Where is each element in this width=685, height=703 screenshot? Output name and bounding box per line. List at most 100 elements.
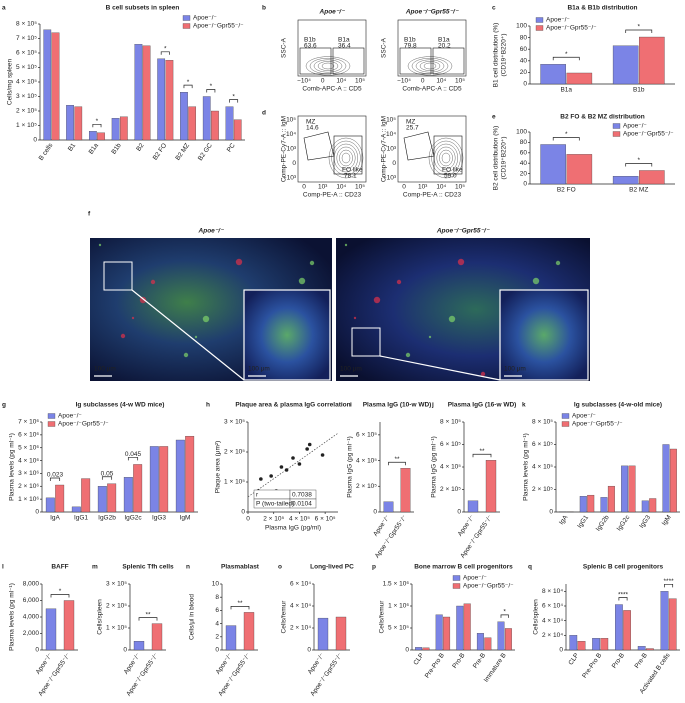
panel: p Bone marrow B cell progenitors 0 5 × 10⁵ 1… bbox=[372, 564, 515, 684]
bar bbox=[612, 176, 639, 185]
bar bbox=[111, 118, 120, 141]
y-axis-label: Plasma levels (pg ml⁻¹) bbox=[9, 433, 16, 501]
bar bbox=[165, 60, 174, 141]
x-tick-label: B2 FO bbox=[152, 142, 169, 161]
contour bbox=[321, 62, 335, 70]
panel: o Long-lived PC 0 2 × 10⁴ 4 × 10⁴ 6 × 10⁴ Cell… bbox=[278, 564, 354, 698]
bar bbox=[45, 608, 57, 651]
stats-label: P (two-tailed) bbox=[256, 501, 294, 508]
stats-cell bbox=[253, 489, 291, 500]
legend-label: Apoe⁻/⁻Gpr55⁻/⁻ bbox=[58, 421, 109, 428]
y-tick-label: 0 bbox=[123, 647, 127, 654]
y-tick-label: 8 × 10⁵ bbox=[16, 21, 37, 28]
contour bbox=[339, 149, 353, 167]
y-tick-label: 10³ bbox=[387, 146, 397, 153]
significance-bracket bbox=[49, 477, 61, 481]
legend-swatch bbox=[47, 421, 56, 427]
legend-label: Apoe⁻/⁻Gpr55⁻/⁻ bbox=[546, 25, 597, 32]
panel-letter: l bbox=[2, 564, 4, 571]
x-tick-label: B2 FO bbox=[557, 187, 576, 194]
y-tick-label: 2 × 10⁵ bbox=[356, 483, 377, 490]
panel: c B1a & B1b distribution 0 20 40 60 80 100 B1 ce… bbox=[492, 5, 675, 94]
bar bbox=[119, 116, 128, 141]
bar bbox=[107, 483, 117, 513]
y-tick-label: 3 × 10⁵ bbox=[106, 581, 127, 588]
y-axis-label: Plasma IgG (pg ml⁻¹) bbox=[431, 436, 438, 498]
contour bbox=[441, 152, 451, 164]
y-tick-label: 4 × 10⁵ bbox=[532, 464, 553, 471]
gate-value: 59.0 bbox=[444, 173, 457, 180]
gate-value: 63.6 bbox=[304, 43, 317, 50]
plot-frame bbox=[297, 115, 367, 183]
panel-letter: n bbox=[186, 564, 190, 571]
y-tick-label: 8 bbox=[215, 594, 219, 601]
inset-source bbox=[103, 261, 133, 291]
y-axis-label: Plasma levels (pg ml⁻¹) bbox=[523, 433, 530, 501]
significance: 0.045 bbox=[125, 451, 142, 458]
y-tick-label: 2 × 10⁵ bbox=[16, 108, 37, 115]
significance-bracket bbox=[160, 51, 170, 55]
bar bbox=[123, 477, 133, 513]
panel-letter: i bbox=[350, 402, 352, 409]
x-tick-label: Apoe⁻/⁻Gpr55⁻/⁻ bbox=[374, 514, 409, 560]
gate-value: 79.8 bbox=[404, 43, 417, 50]
y-tick-label: 4,000 bbox=[23, 614, 40, 621]
gate bbox=[332, 47, 365, 75]
y-tick-label: 4 × 10⁵ bbox=[356, 457, 377, 464]
y-axis-note: (CD19⁺B220⁺) bbox=[501, 137, 508, 180]
legend-swatch bbox=[535, 25, 544, 31]
stain-speck bbox=[480, 371, 486, 377]
y-tick-label: −10³ bbox=[283, 175, 297, 182]
legend-label: Apoe⁻/⁻ bbox=[463, 575, 487, 582]
y-tick-label: 2 bbox=[215, 634, 219, 641]
bar bbox=[233, 119, 242, 141]
stats-value: 0.7038 bbox=[292, 492, 312, 499]
x-tick-label: IgA bbox=[50, 515, 60, 522]
x-tick-label: Apoe⁻/⁻Gpr55⁻/⁻ bbox=[459, 514, 494, 560]
significance-bracket bbox=[101, 476, 113, 480]
x-tick-label: IgG3 bbox=[152, 515, 166, 522]
x-tick-label: Pro-B bbox=[451, 652, 466, 670]
panel: j Plasma IgG (16-w WD) 0 2 × 10⁵ 4 × 10⁵ 6 × … bbox=[431, 402, 517, 560]
y-axis-label: Cells/spleen bbox=[533, 599, 540, 635]
x-tick-label: B2 MZ bbox=[174, 142, 191, 162]
y-axis-note: (CD19⁺B220⁺) bbox=[501, 34, 508, 77]
bar bbox=[157, 58, 166, 141]
y-tick-label: 0 bbox=[307, 647, 311, 654]
y-tick-label: 6 bbox=[215, 607, 219, 614]
bar bbox=[159, 446, 169, 513]
y-tick-label: 2 × 10⁵ bbox=[532, 486, 553, 493]
y-tick-label: 0 bbox=[405, 647, 409, 654]
x-tick-label: B1b bbox=[110, 142, 123, 156]
bar bbox=[456, 605, 464, 651]
legend-swatch bbox=[612, 123, 621, 129]
stats-label: r bbox=[256, 492, 259, 499]
bar bbox=[497, 621, 505, 651]
bar bbox=[81, 478, 91, 513]
contour bbox=[313, 59, 343, 73]
panel-letter: j bbox=[431, 402, 434, 409]
x-tick-label: PC bbox=[226, 142, 237, 154]
y-tick-label: 0 bbox=[241, 509, 245, 516]
y-axis-label: Plasma levels (pg ml⁻¹) bbox=[9, 583, 16, 651]
bar bbox=[485, 460, 497, 513]
bar bbox=[587, 494, 595, 513]
legend-swatch bbox=[452, 575, 461, 581]
x-axis-label: Comp-PE-A :: CD23 bbox=[303, 192, 362, 199]
gate-name: MZ bbox=[306, 119, 315, 126]
bar bbox=[639, 170, 665, 185]
y-tick-label: 4 × 10⁴ bbox=[542, 617, 563, 624]
panel-letter: a bbox=[2, 5, 6, 12]
x-tick-label: 6 × 10⁵ bbox=[315, 516, 336, 523]
bar bbox=[504, 628, 512, 651]
bar bbox=[662, 444, 670, 513]
y-tick-label: 1 × 10⁵ bbox=[106, 625, 127, 632]
x-tick-label: IgG2c bbox=[124, 515, 142, 522]
panel-letter: q bbox=[528, 564, 532, 571]
bar bbox=[225, 625, 237, 651]
y-axis-label: Plasma IgG (pg ml⁻¹) bbox=[347, 436, 354, 498]
bar bbox=[400, 468, 411, 513]
stain-speck bbox=[150, 279, 156, 285]
y-axis-label: B1 cell distribution (%) bbox=[493, 23, 500, 88]
significance: ** bbox=[479, 448, 485, 455]
